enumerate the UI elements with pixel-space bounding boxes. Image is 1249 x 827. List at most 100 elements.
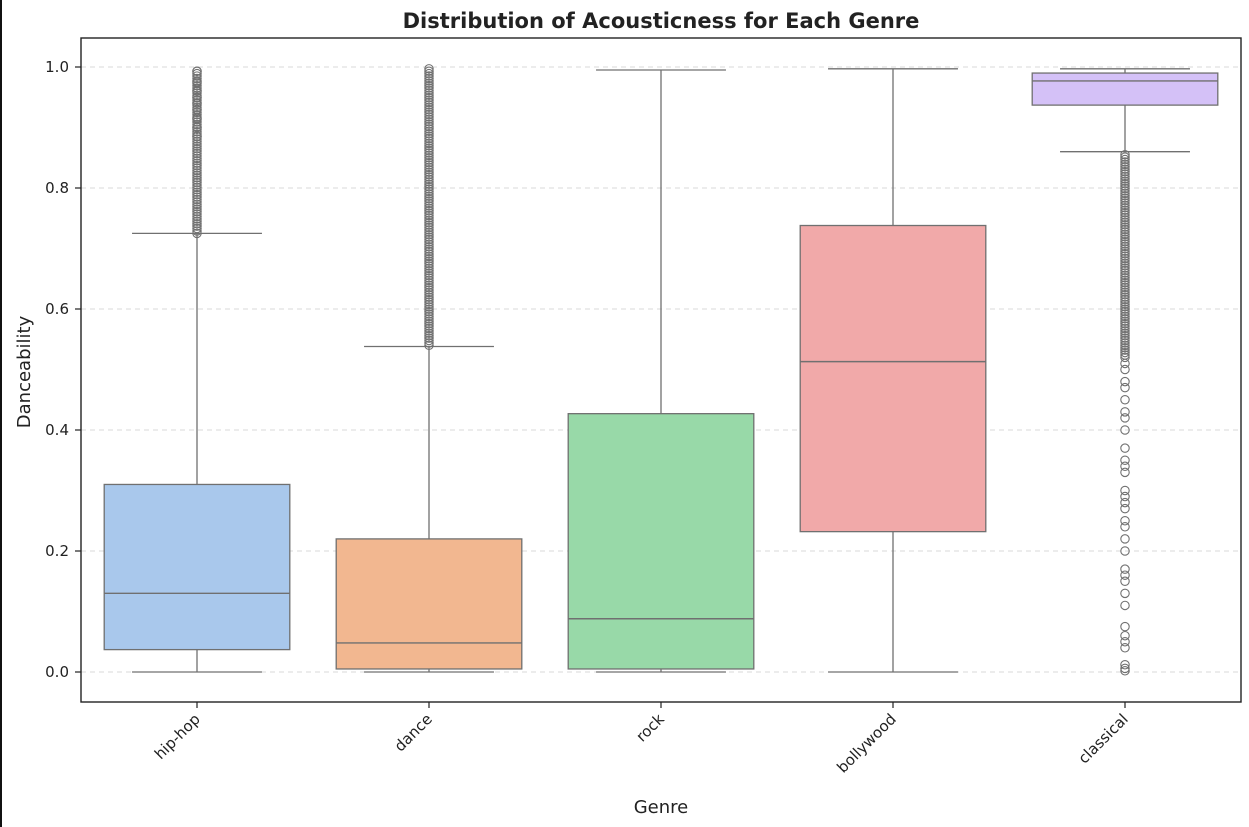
outlier-point	[192, 73, 202, 84]
outlier-point	[1120, 248, 1130, 259]
outlier-point	[1120, 340, 1130, 351]
outlier-point	[1120, 570, 1130, 580]
outlier-point	[424, 112, 434, 122]
x-tick-label: bollywood	[833, 710, 900, 777]
outlier-point	[424, 294, 434, 305]
outlier-point	[192, 126, 202, 137]
outlier-point	[1120, 425, 1130, 435]
outlier-point	[424, 203, 434, 214]
outlier-point	[1120, 455, 1130, 465]
outlier-point	[192, 204, 202, 214]
outlier-point	[424, 246, 434, 257]
outlier-point	[192, 98, 202, 109]
outlier-point	[1120, 219, 1130, 230]
outlier-point	[1120, 576, 1130, 586]
outlier-point	[424, 299, 434, 310]
box-iqr	[1031, 72, 1219, 106]
box-group-dance	[335, 64, 523, 673]
outlier-point	[424, 128, 434, 139]
outlier-point	[1120, 330, 1130, 341]
outlier-point	[1120, 364, 1130, 375]
outlier-point	[424, 95, 434, 105]
outlier-point	[1120, 229, 1130, 240]
outlier-point	[192, 110, 202, 120]
outlier-point	[1120, 200, 1130, 211]
outlier-point	[424, 68, 434, 79]
outlier-point	[424, 241, 434, 252]
box-series	[103, 64, 1219, 676]
outlier-point	[192, 163, 202, 173]
outlier-point	[424, 119, 434, 129]
outlier-point	[1120, 215, 1130, 225]
outlier-point	[192, 187, 202, 197]
outlier-point	[424, 165, 434, 175]
outlier-point	[1120, 621, 1130, 632]
outlier-point	[192, 129, 202, 139]
outlier-point	[1120, 244, 1130, 254]
outlier-point	[1120, 251, 1130, 261]
outlier-point	[424, 239, 434, 250]
outlier-point	[192, 218, 202, 229]
outlier-point	[424, 80, 434, 91]
outlier-point	[1120, 666, 1130, 676]
outlier-point	[424, 198, 434, 209]
outlier-point	[424, 102, 434, 113]
outlier-point	[1120, 407, 1130, 417]
outlier-point	[192, 151, 202, 161]
outlier-point	[192, 216, 202, 227]
outlier-point	[1120, 268, 1130, 278]
outlier-point	[424, 126, 434, 137]
outlier-point	[1120, 234, 1130, 244]
outlier-point	[1120, 659, 1130, 670]
outlier-point	[424, 268, 434, 278]
outlier-point	[1120, 564, 1130, 574]
outlier-point	[192, 104, 202, 115]
outlier-point	[424, 280, 434, 290]
outlier-point	[424, 177, 434, 187]
outlier-point	[424, 184, 434, 194]
outlier-point	[424, 205, 434, 216]
outlier-point	[192, 86, 202, 96]
box-group-rock	[567, 69, 755, 673]
outlier-point	[424, 179, 434, 189]
outlier-point	[1120, 534, 1130, 544]
outlier-point	[192, 158, 202, 168]
outlier-point	[424, 326, 434, 336]
outlier-point	[1120, 443, 1130, 453]
y-tick-label: 0.6	[45, 300, 69, 318]
outlier-point	[424, 83, 434, 93]
outlier-point	[424, 222, 434, 233]
y-tick-label: 0.4	[45, 421, 69, 439]
outlier-point	[424, 124, 434, 134]
outlier-point	[192, 180, 202, 190]
outlier-point	[424, 133, 434, 144]
outlier-point	[424, 201, 434, 211]
outlier-point	[192, 71, 202, 81]
outlier-point	[1120, 311, 1130, 322]
outlier-point	[1120, 485, 1130, 496]
outlier-point	[1120, 232, 1130, 242]
outlier-point	[1120, 186, 1130, 196]
outlier-point	[1120, 304, 1130, 314]
outlier-point	[424, 275, 434, 286]
outlier-point	[1120, 287, 1130, 298]
outlier-point	[424, 66, 434, 76]
outlier-point	[424, 328, 434, 339]
outlier-point	[424, 107, 434, 117]
outlier-point	[1120, 289, 1130, 300]
window-edge	[0, 0, 2, 827]
outlier-point	[1120, 491, 1130, 502]
outlier-point	[1120, 260, 1130, 271]
outlier-point	[1120, 663, 1130, 674]
outlier-point	[1120, 183, 1130, 194]
outlier-point	[424, 76, 434, 86]
outlier-point	[424, 311, 434, 322]
outlier-point	[424, 150, 434, 161]
outlier-point	[1120, 181, 1130, 191]
outlier-point	[424, 309, 434, 319]
outlier-point	[424, 285, 434, 295]
outlier-point	[1120, 273, 1130, 283]
outlier-point	[1120, 152, 1130, 162]
outlier-point	[424, 64, 434, 74]
outlier-point	[192, 189, 202, 200]
